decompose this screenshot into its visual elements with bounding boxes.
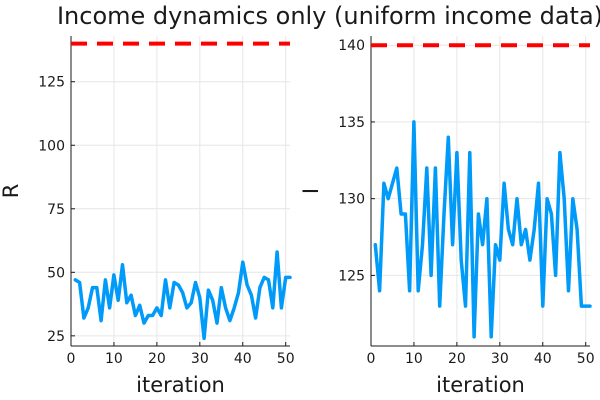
y-tick-label: 125 [338,268,365,284]
x-tick-label: 40 [534,351,552,367]
y-tick-label: 25 [47,329,65,345]
x-axis-label: iteration [136,373,225,397]
x-tick-label: 0 [67,351,76,367]
y-tick-label: 75 [47,202,65,218]
y-tick-label: 125 [38,75,65,91]
y-tick-label: 140 [338,38,365,54]
x-tick-label: 10 [405,351,423,367]
x-tick-label: 30 [491,351,509,367]
y-tick-label: 130 [338,192,365,208]
x-tick-label: 50 [577,351,595,367]
x-tick-label: 20 [448,351,466,367]
x-tick-label: 50 [277,351,295,367]
y-axis-label: I [299,188,323,194]
x-tick-label: 0 [367,351,376,367]
x-axis-label: iteration [436,373,525,397]
y-tick-label: 135 [338,115,365,131]
x-tick-label: 20 [148,351,166,367]
x-tick-label: 40 [234,351,252,367]
plot-panel-i: 0 10 20 30 40 50 125 130 135 140 iteration I [299,36,595,397]
series-line-r [73,250,292,341]
y-tick-label: 50 [47,265,65,281]
series-line-i [373,120,592,339]
x-tick-label: 10 [105,351,123,367]
y-axis-label: R [0,184,23,199]
chart-title: Income dynamics only (uniform income dat… [57,2,600,30]
plot-panel-r: 0 10 20 30 40 50 25 50 75 100 125 iteration R [0,36,295,397]
x-tick-label: 30 [191,351,209,367]
y-tick-label: 100 [38,138,65,154]
